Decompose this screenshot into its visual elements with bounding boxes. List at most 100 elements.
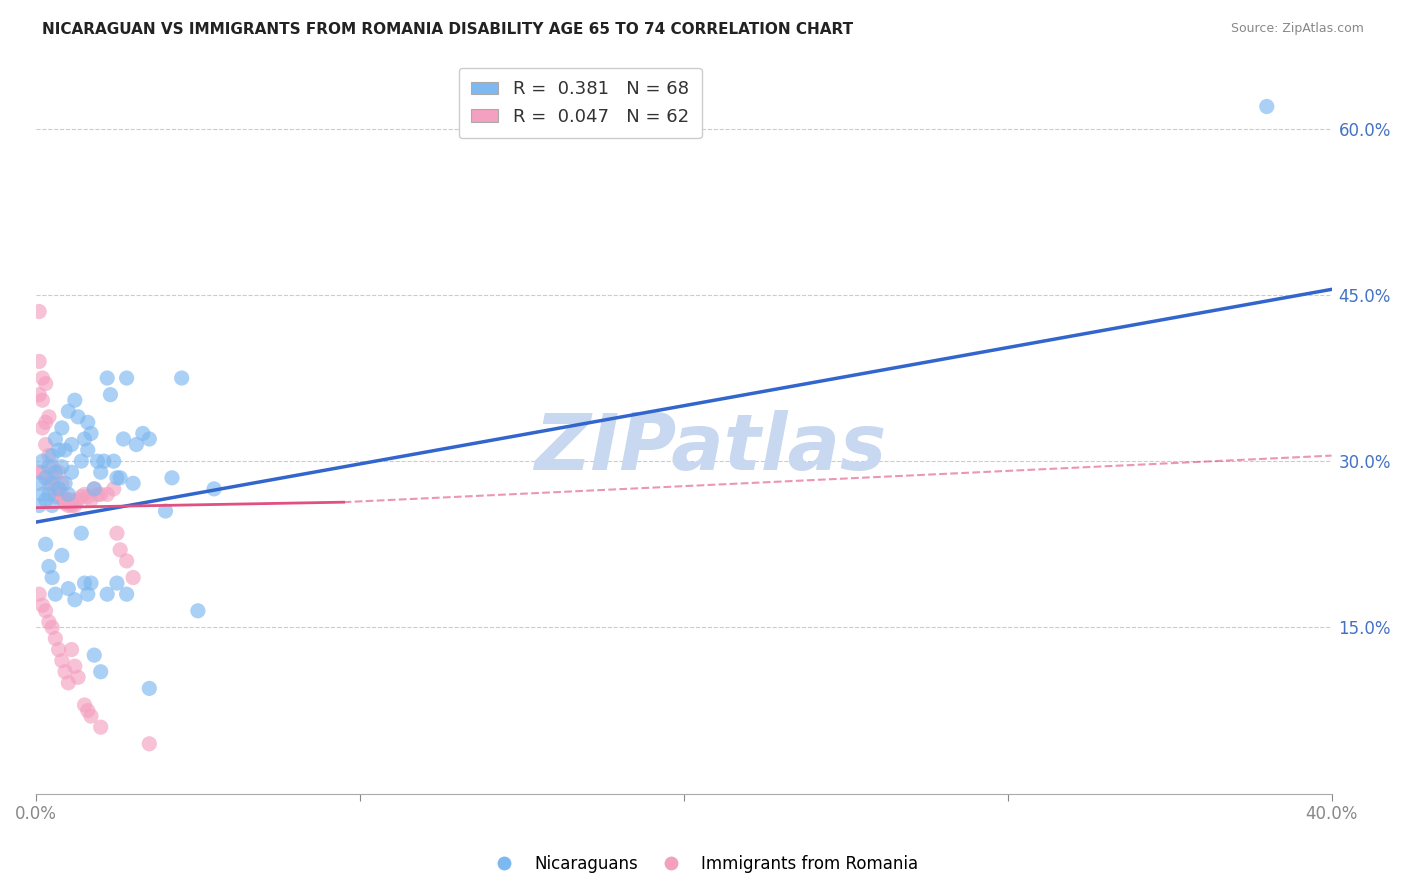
Point [83, 648, 105, 662]
Legend: R =  0.381   N = 68, R =  0.047   N = 62: R = 0.381 N = 68, R = 0.047 N = 62 [458, 68, 702, 138]
Point [63, 499, 86, 513]
Point [41, 620, 63, 634]
Point [41, 449, 63, 463]
Point [44, 632, 66, 646]
Point [41, 459, 63, 474]
Point [38, 476, 60, 491]
Point [34, 604, 56, 618]
Point [44, 482, 66, 496]
Point [73, 576, 96, 591]
Point [31, 465, 53, 479]
Point [63, 659, 86, 673]
Point [44, 465, 66, 479]
Point [76, 443, 98, 458]
Point [187, 604, 209, 618]
Point [41, 570, 63, 584]
Point [58, 582, 80, 596]
Point [70, 526, 93, 541]
Point [73, 698, 96, 712]
Point [202, 482, 225, 496]
Point [108, 542, 131, 557]
Point [73, 487, 96, 501]
Point [28, 387, 51, 401]
Point [53, 496, 76, 510]
Point [76, 587, 98, 601]
Point [96, 487, 118, 501]
Point [80, 426, 103, 441]
Point [51, 421, 73, 435]
Point [138, 681, 160, 696]
Point [105, 471, 128, 485]
Point [28, 499, 51, 513]
Point [31, 599, 53, 613]
Point [138, 737, 160, 751]
Point [34, 471, 56, 485]
Point [108, 471, 131, 485]
Point [28, 354, 51, 368]
Point [76, 490, 98, 504]
Point [90, 465, 112, 479]
Point [63, 393, 86, 408]
Point [41, 471, 63, 485]
Point [170, 371, 193, 385]
Point [34, 416, 56, 430]
Point [90, 720, 112, 734]
Point [58, 487, 80, 501]
Point [53, 665, 76, 679]
Point [90, 487, 112, 501]
Point [31, 371, 53, 385]
Point [93, 454, 115, 468]
Point [90, 665, 112, 679]
Point [53, 443, 76, 458]
Point [60, 465, 83, 479]
Point [34, 537, 56, 551]
Point [41, 476, 63, 491]
Point [155, 504, 177, 518]
Point [58, 492, 80, 507]
Point [58, 499, 80, 513]
Point [28, 465, 51, 479]
Point [51, 654, 73, 668]
Point [31, 421, 53, 435]
Point [38, 615, 60, 629]
Point [80, 576, 103, 591]
Point [48, 443, 70, 458]
Point [51, 476, 73, 491]
Point [31, 487, 53, 501]
Point [48, 482, 70, 496]
Point [44, 432, 66, 446]
Point [44, 587, 66, 601]
Point [160, 471, 183, 485]
Point [115, 371, 138, 385]
Point [86, 454, 108, 468]
Point [51, 549, 73, 563]
Point [38, 449, 60, 463]
Point [67, 492, 90, 507]
Point [53, 476, 76, 491]
Point [122, 476, 145, 491]
Point [28, 587, 51, 601]
Point [28, 304, 51, 318]
Point [28, 476, 51, 491]
Point [96, 587, 118, 601]
Point [96, 371, 118, 385]
Point [105, 576, 128, 591]
Point [58, 676, 80, 690]
Point [41, 499, 63, 513]
Point [34, 492, 56, 507]
Point [115, 587, 138, 601]
Point [83, 482, 105, 496]
Point [76, 416, 98, 430]
Point [31, 454, 53, 468]
Point [48, 465, 70, 479]
Legend: Nicaraguans, Immigrants from Romania: Nicaraguans, Immigrants from Romania [481, 848, 925, 880]
Point [48, 642, 70, 657]
Text: Source: ZipAtlas.com: Source: ZipAtlas.com [1230, 22, 1364, 36]
Point [60, 499, 83, 513]
Point [34, 437, 56, 451]
Point [38, 559, 60, 574]
Point [76, 704, 98, 718]
Point [80, 492, 103, 507]
Point [132, 426, 155, 441]
Point [38, 459, 60, 474]
